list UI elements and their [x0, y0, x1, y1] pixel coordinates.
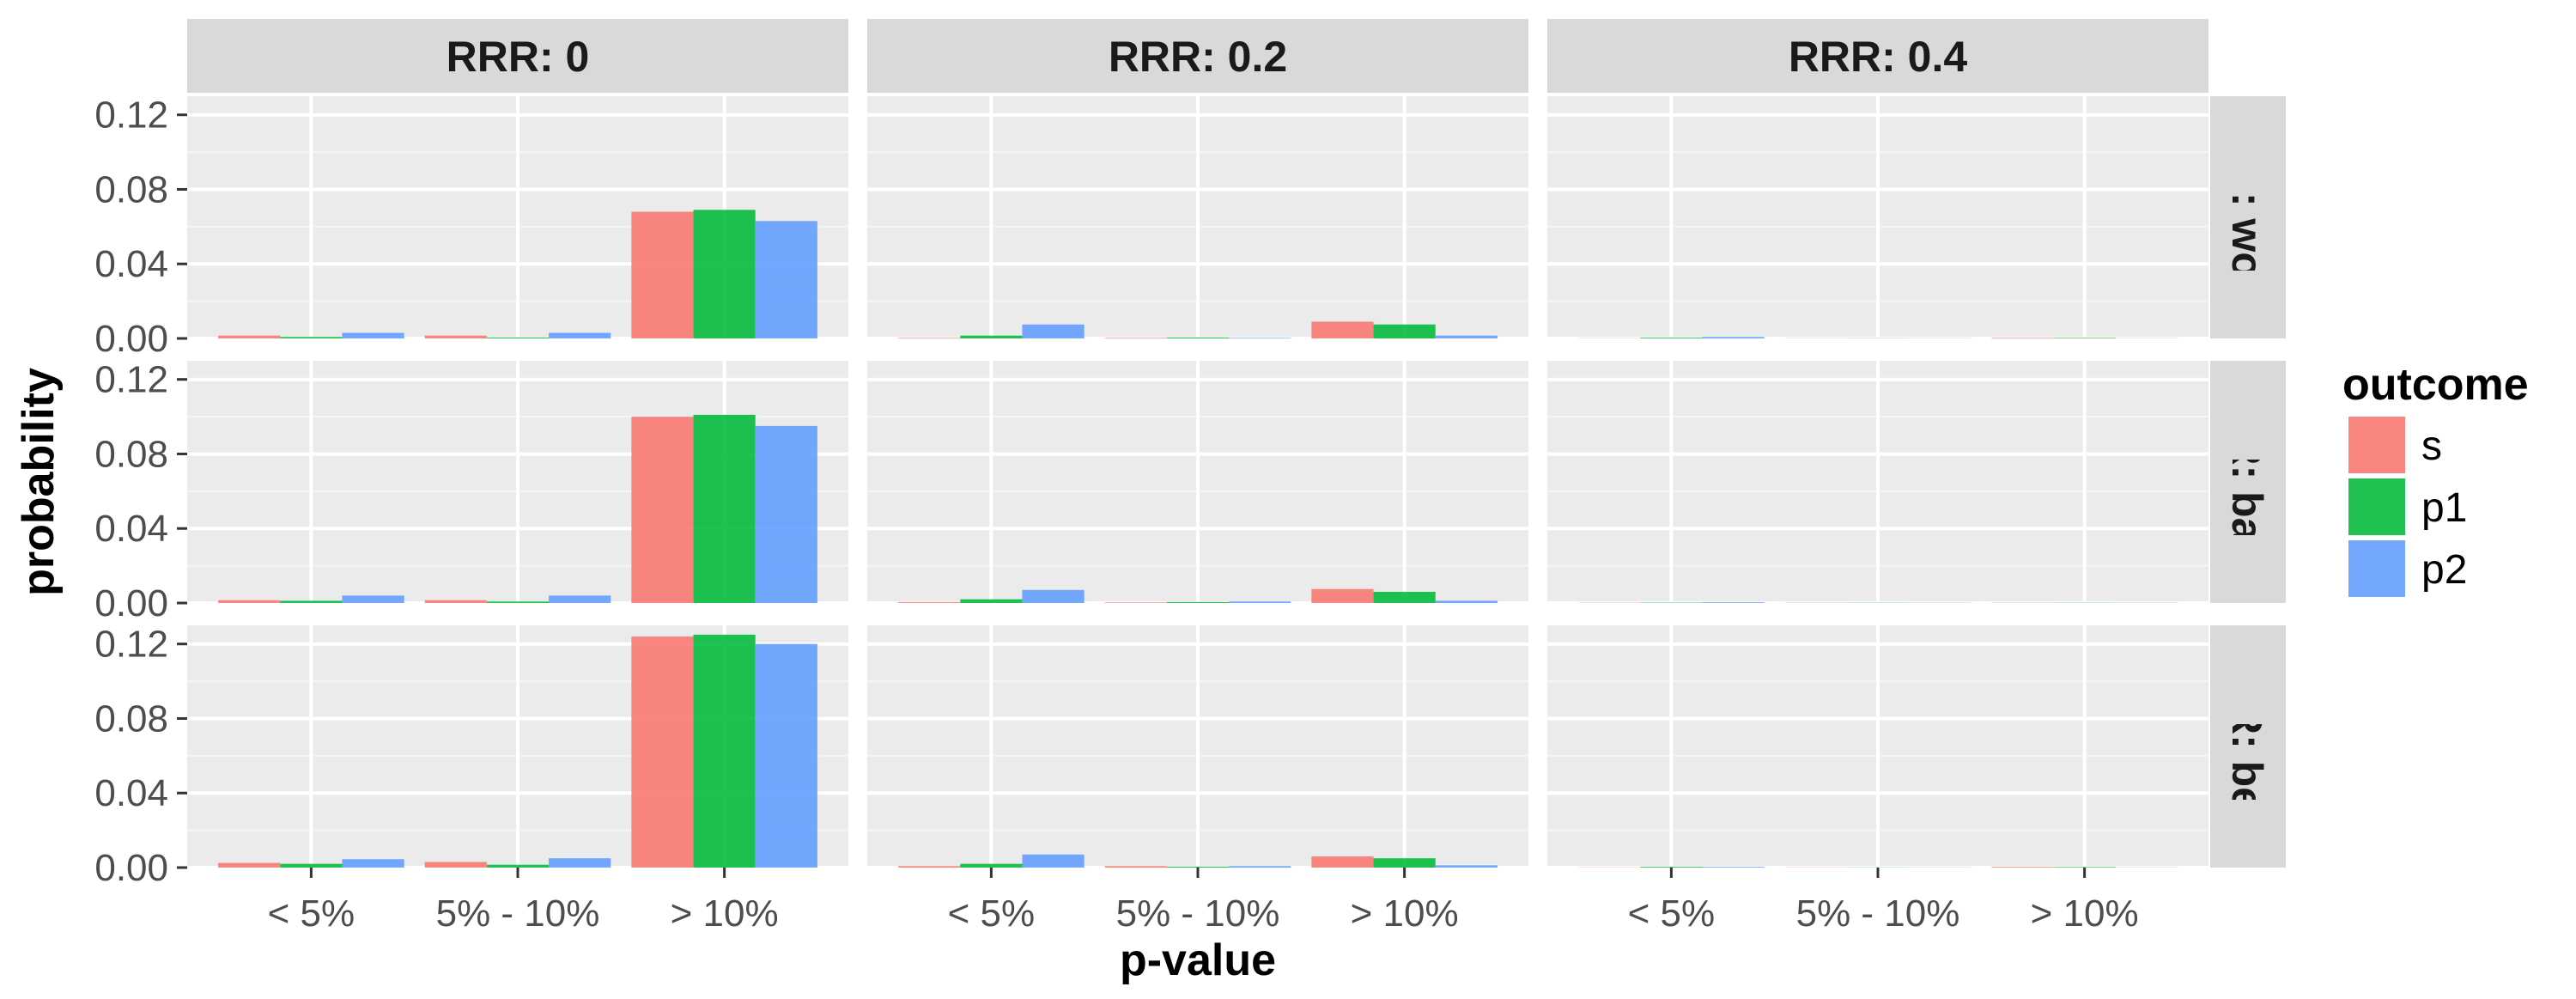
- bar-p1: [1167, 602, 1229, 603]
- bar-p2: [342, 859, 404, 868]
- facet-column-label: RRR: 0: [447, 33, 590, 81]
- bar-p1: [1374, 858, 1436, 868]
- bar-s: [631, 637, 693, 868]
- bar-p2: [342, 332, 404, 338]
- bar-s: [218, 600, 280, 603]
- x-axis-title: p-value: [1120, 935, 1276, 985]
- bar-p2: [756, 644, 817, 868]
- bar-s: [1311, 589, 1373, 603]
- bar-s: [425, 336, 487, 338]
- bar-p2: [342, 595, 404, 603]
- legend-label: s: [2421, 423, 2442, 469]
- bar-p1: [1374, 325, 1436, 338]
- bar-p2: [1436, 600, 1498, 603]
- bar-s: [218, 863, 280, 868]
- bar-p2: [549, 858, 611, 868]
- bar-p1: [1167, 867, 1229, 868]
- bar-s: [425, 600, 487, 603]
- y-tick-label: 0.04: [94, 243, 168, 285]
- bar-p1: [1640, 867, 1702, 868]
- y-tick-label: 0.12: [94, 359, 168, 401]
- bar-p2: [549, 332, 611, 338]
- bar-p1: [960, 600, 1022, 603]
- bar-p1: [694, 635, 756, 868]
- y-axis-title: probability: [14, 368, 64, 596]
- x-tick-label: 5% - 10%: [1796, 892, 1960, 935]
- bar-p2: [1702, 602, 1764, 603]
- bar-p1: [487, 865, 549, 868]
- bar-p1: [280, 864, 342, 868]
- y-tick-label: 0.00: [94, 318, 168, 360]
- x-tick-label: 5% - 10%: [1116, 892, 1280, 935]
- y-tick-label: 0.08: [94, 697, 168, 740]
- bar-p1: [280, 600, 342, 603]
- bar-p1: [694, 415, 756, 603]
- bar-s: [425, 862, 487, 868]
- x-tick-label: > 10%: [2031, 892, 2139, 935]
- bar-p2: [756, 426, 817, 603]
- bar-p2: [1702, 337, 1764, 338]
- bar-p2: [1022, 855, 1084, 868]
- bar-s: [631, 211, 693, 338]
- bar-p1: [960, 336, 1022, 338]
- bar-p2: [1022, 325, 1084, 338]
- x-tick-label: 5% - 10%: [436, 892, 600, 935]
- bar-s: [1105, 866, 1167, 868]
- bar-p2: [1022, 590, 1084, 603]
- x-tick-label: < 5%: [1628, 892, 1716, 935]
- bar-s: [1105, 602, 1167, 603]
- y-tick-label: 0.08: [94, 433, 168, 475]
- bar-p2: [1229, 601, 1291, 603]
- y-tick-label: 0.04: [94, 508, 168, 550]
- bar-s: [898, 866, 960, 868]
- x-tick-label: < 5%: [948, 892, 1036, 935]
- bar-p2: [549, 595, 611, 603]
- legend-swatch-s: [2348, 417, 2405, 473]
- legend-swatch-p2: [2348, 540, 2405, 597]
- legend-swatch-p1: [2348, 478, 2405, 535]
- bar-p1: [694, 210, 756, 338]
- bar-s: [898, 602, 960, 603]
- bar-p1: [280, 337, 342, 338]
- bar-s: [1991, 867, 2053, 868]
- bar-p2: [756, 221, 817, 338]
- legend-label: p2: [2421, 547, 2467, 593]
- bar-p1: [1374, 592, 1436, 603]
- x-tick-label: < 5%: [268, 892, 355, 935]
- bar-p2: [1702, 867, 1764, 868]
- bar-s: [631, 417, 693, 603]
- bar-s: [1311, 321, 1373, 338]
- bar-p1: [960, 864, 1022, 868]
- y-tick-label: 0.00: [94, 582, 168, 624]
- y-tick-label: 0.00: [94, 847, 168, 889]
- x-tick-label: > 10%: [671, 892, 779, 935]
- bar-p1: [487, 601, 549, 603]
- legend-label: p1: [2421, 485, 2467, 531]
- legend-title: outcome: [2342, 360, 2529, 410]
- y-tick-label: 0.04: [94, 772, 168, 814]
- y-tick-label: 0.12: [94, 94, 168, 137]
- facet-column-label: RRR: 0.4: [1789, 33, 1968, 81]
- bar-p2: [1229, 866, 1291, 868]
- bar-s: [218, 336, 280, 338]
- y-tick-label: 0.08: [94, 168, 168, 210]
- bar-s: [1311, 856, 1373, 868]
- y-tick-label: 0.12: [94, 624, 168, 666]
- bar-p2: [1436, 336, 1498, 338]
- bar-p1: [2054, 867, 2116, 868]
- bar-p2: [1436, 865, 1498, 868]
- x-tick-label: > 10%: [1351, 892, 1459, 935]
- facet-column-label: RRR: 0.2: [1109, 33, 1287, 81]
